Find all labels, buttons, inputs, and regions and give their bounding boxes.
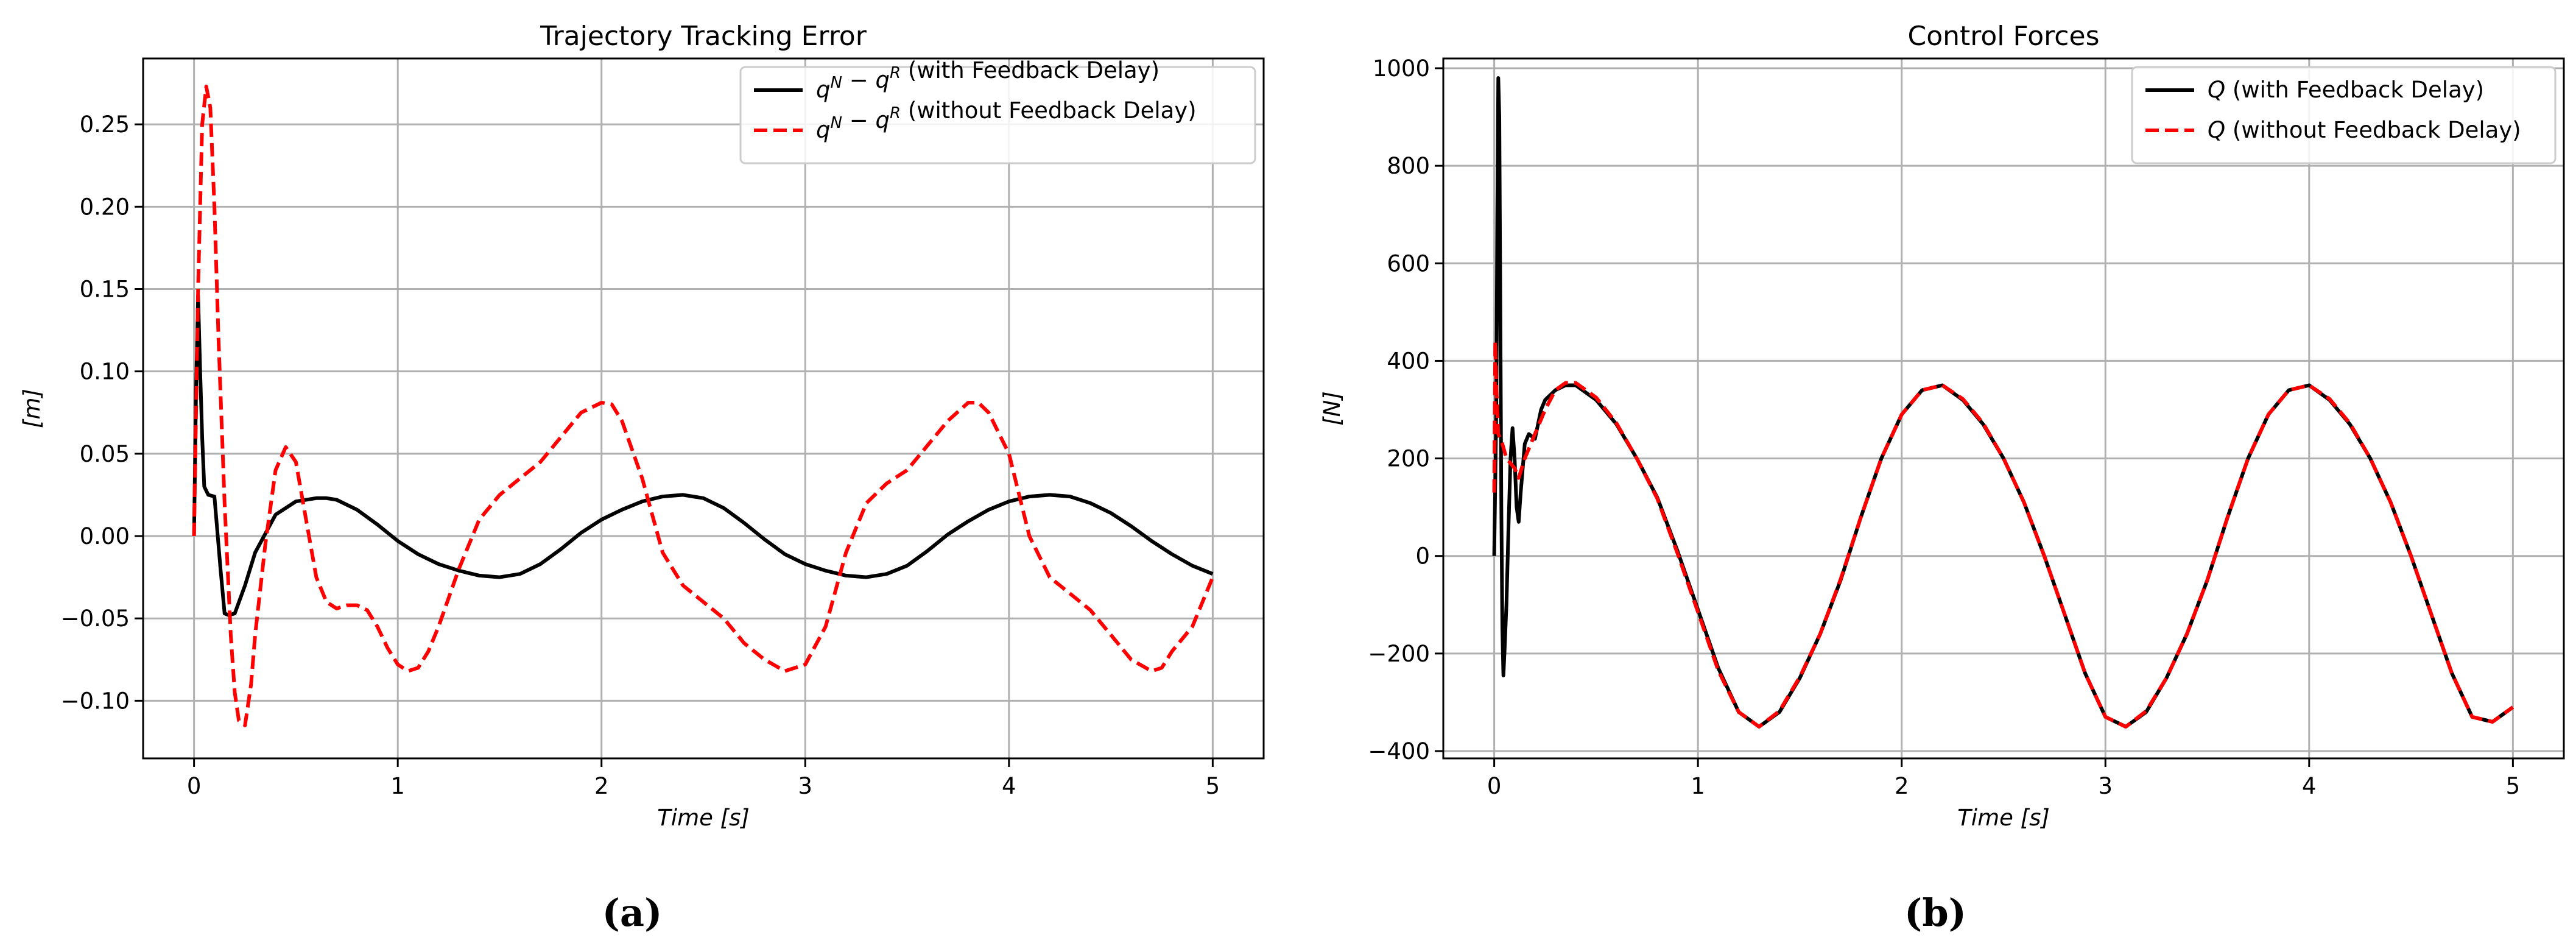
legend-entry: qN − qR (with Feedback Delay) xyxy=(816,57,1160,103)
legend-text-part: q xyxy=(875,67,890,93)
x-tick-label: 5 xyxy=(1206,773,1220,799)
plot-frame-a xyxy=(142,57,1265,760)
chart-title-a: Trajectory Tracking Error xyxy=(540,21,867,52)
legend-entry: Q (with Feedback Delay) xyxy=(2208,77,2484,103)
y-tick-label: 0.25 xyxy=(80,111,130,138)
x-tick-label: 0 xyxy=(187,773,202,799)
caption-a: (a) xyxy=(602,891,663,935)
chart-panel-a: 0 1 2 3 4 5 −0.10 −0.05 0.00 0.05 0.10 0.15 0.20 0.25… xyxy=(19,21,1265,935)
legend-text-part: N xyxy=(831,74,842,92)
legend-text-part: Q xyxy=(2208,117,2225,143)
legend-text-part: R xyxy=(890,104,901,122)
y-tick-label: −200 xyxy=(1368,641,1430,667)
legend-text-part: (with Feedback Delay) xyxy=(901,57,1160,83)
legend-text-part: N xyxy=(831,114,842,132)
series-line-2 xyxy=(192,85,1215,727)
x-tick-label: 0 xyxy=(1487,773,1502,799)
legend-text-part: q xyxy=(816,77,831,103)
y-tick-label: 0.10 xyxy=(80,359,130,385)
x-tick-label: 5 xyxy=(2506,773,2521,799)
legend-text-part: R xyxy=(890,64,901,82)
x-tick-label: 2 xyxy=(1895,773,1909,799)
legend-text-part: − xyxy=(842,67,876,93)
y-axis-label-b: [N] xyxy=(1319,391,1345,426)
legend-box xyxy=(2131,66,2557,164)
y-tick-label: −400 xyxy=(1368,738,1430,764)
plot-frame-b xyxy=(1442,57,2565,760)
x-tick-label: 4 xyxy=(1002,773,1016,799)
y-axis-label-a: [m] xyxy=(19,389,45,428)
x-tick-label: 3 xyxy=(798,773,812,799)
ticks-a: 0 1 2 3 4 5 −0.10 −0.05 0.00 0.05 0.10 0.15 0.20 0.25 xyxy=(61,111,1220,799)
x-axis-label-a: Time [s] xyxy=(657,805,750,831)
caption-b: (b) xyxy=(1904,891,1966,935)
y-tick-label: 0 xyxy=(1415,543,1430,570)
y-tick-label: 1000 xyxy=(1373,55,1430,82)
grid-b xyxy=(1443,58,2564,758)
x-tick-label: 1 xyxy=(1691,773,1705,799)
legend-text-part: q xyxy=(816,117,831,143)
plot-area-b xyxy=(1443,58,2564,758)
y-tick-label: −0.10 xyxy=(61,688,130,714)
y-tick-label: 400 xyxy=(1387,348,1430,374)
x-tick-label: 2 xyxy=(594,773,609,799)
plot-area-a xyxy=(143,58,1264,758)
y-tick-label: 0.15 xyxy=(80,276,130,302)
x-tick-label: 3 xyxy=(2098,773,2113,799)
legend-text-part: Q xyxy=(2208,77,2225,103)
x-tick-label: 4 xyxy=(2302,773,2317,799)
chart-panel-b: 0 1 2 3 4 5 −400 −200 0 200 400 600 800 1000 Control … xyxy=(1319,21,2565,935)
legend-a: qN − qR (with Feedback Delay)qN − qR (wi… xyxy=(739,57,1256,164)
legend-text-part: (with Feedback Delay) xyxy=(2225,77,2484,103)
chart-title-b: Control Forces xyxy=(1907,21,2099,52)
y-tick-label: 800 xyxy=(1387,153,1430,179)
legend-entry: qN − qR (without Feedback Delay) xyxy=(816,97,1197,143)
y-tick-label: −0.05 xyxy=(61,605,130,632)
y-tick-label: 600 xyxy=(1387,250,1430,277)
legend-text-part: − xyxy=(842,107,876,133)
y-tick-label: 200 xyxy=(1387,446,1430,472)
y-tick-label: 0.05 xyxy=(80,441,130,467)
legend-box xyxy=(739,66,1256,164)
legend-text-part: (without Feedback Delay) xyxy=(2225,117,2521,143)
y-tick-label: 0.00 xyxy=(80,523,130,549)
y-tick-label: 0.20 xyxy=(80,194,130,220)
legend-b: Q (with Feedback Delay)Q (without Feedba… xyxy=(2131,66,2557,164)
legend-entry: Q (without Feedback Delay) xyxy=(2208,117,2521,143)
grid-a xyxy=(143,58,1264,758)
legend-text-part: (without Feedback Delay) xyxy=(901,97,1197,124)
x-axis-label-b: Time [s] xyxy=(1957,805,2050,831)
ticks-b: 0 1 2 3 4 5 −400 −200 0 200 400 600 800 1000 xyxy=(1368,55,2520,799)
series-lines-b xyxy=(1492,76,2514,729)
x-tick-label: 1 xyxy=(390,773,405,799)
series-line-2 xyxy=(1492,339,2514,729)
legend-text-part: q xyxy=(875,107,890,133)
series-lines-a xyxy=(192,85,1215,727)
